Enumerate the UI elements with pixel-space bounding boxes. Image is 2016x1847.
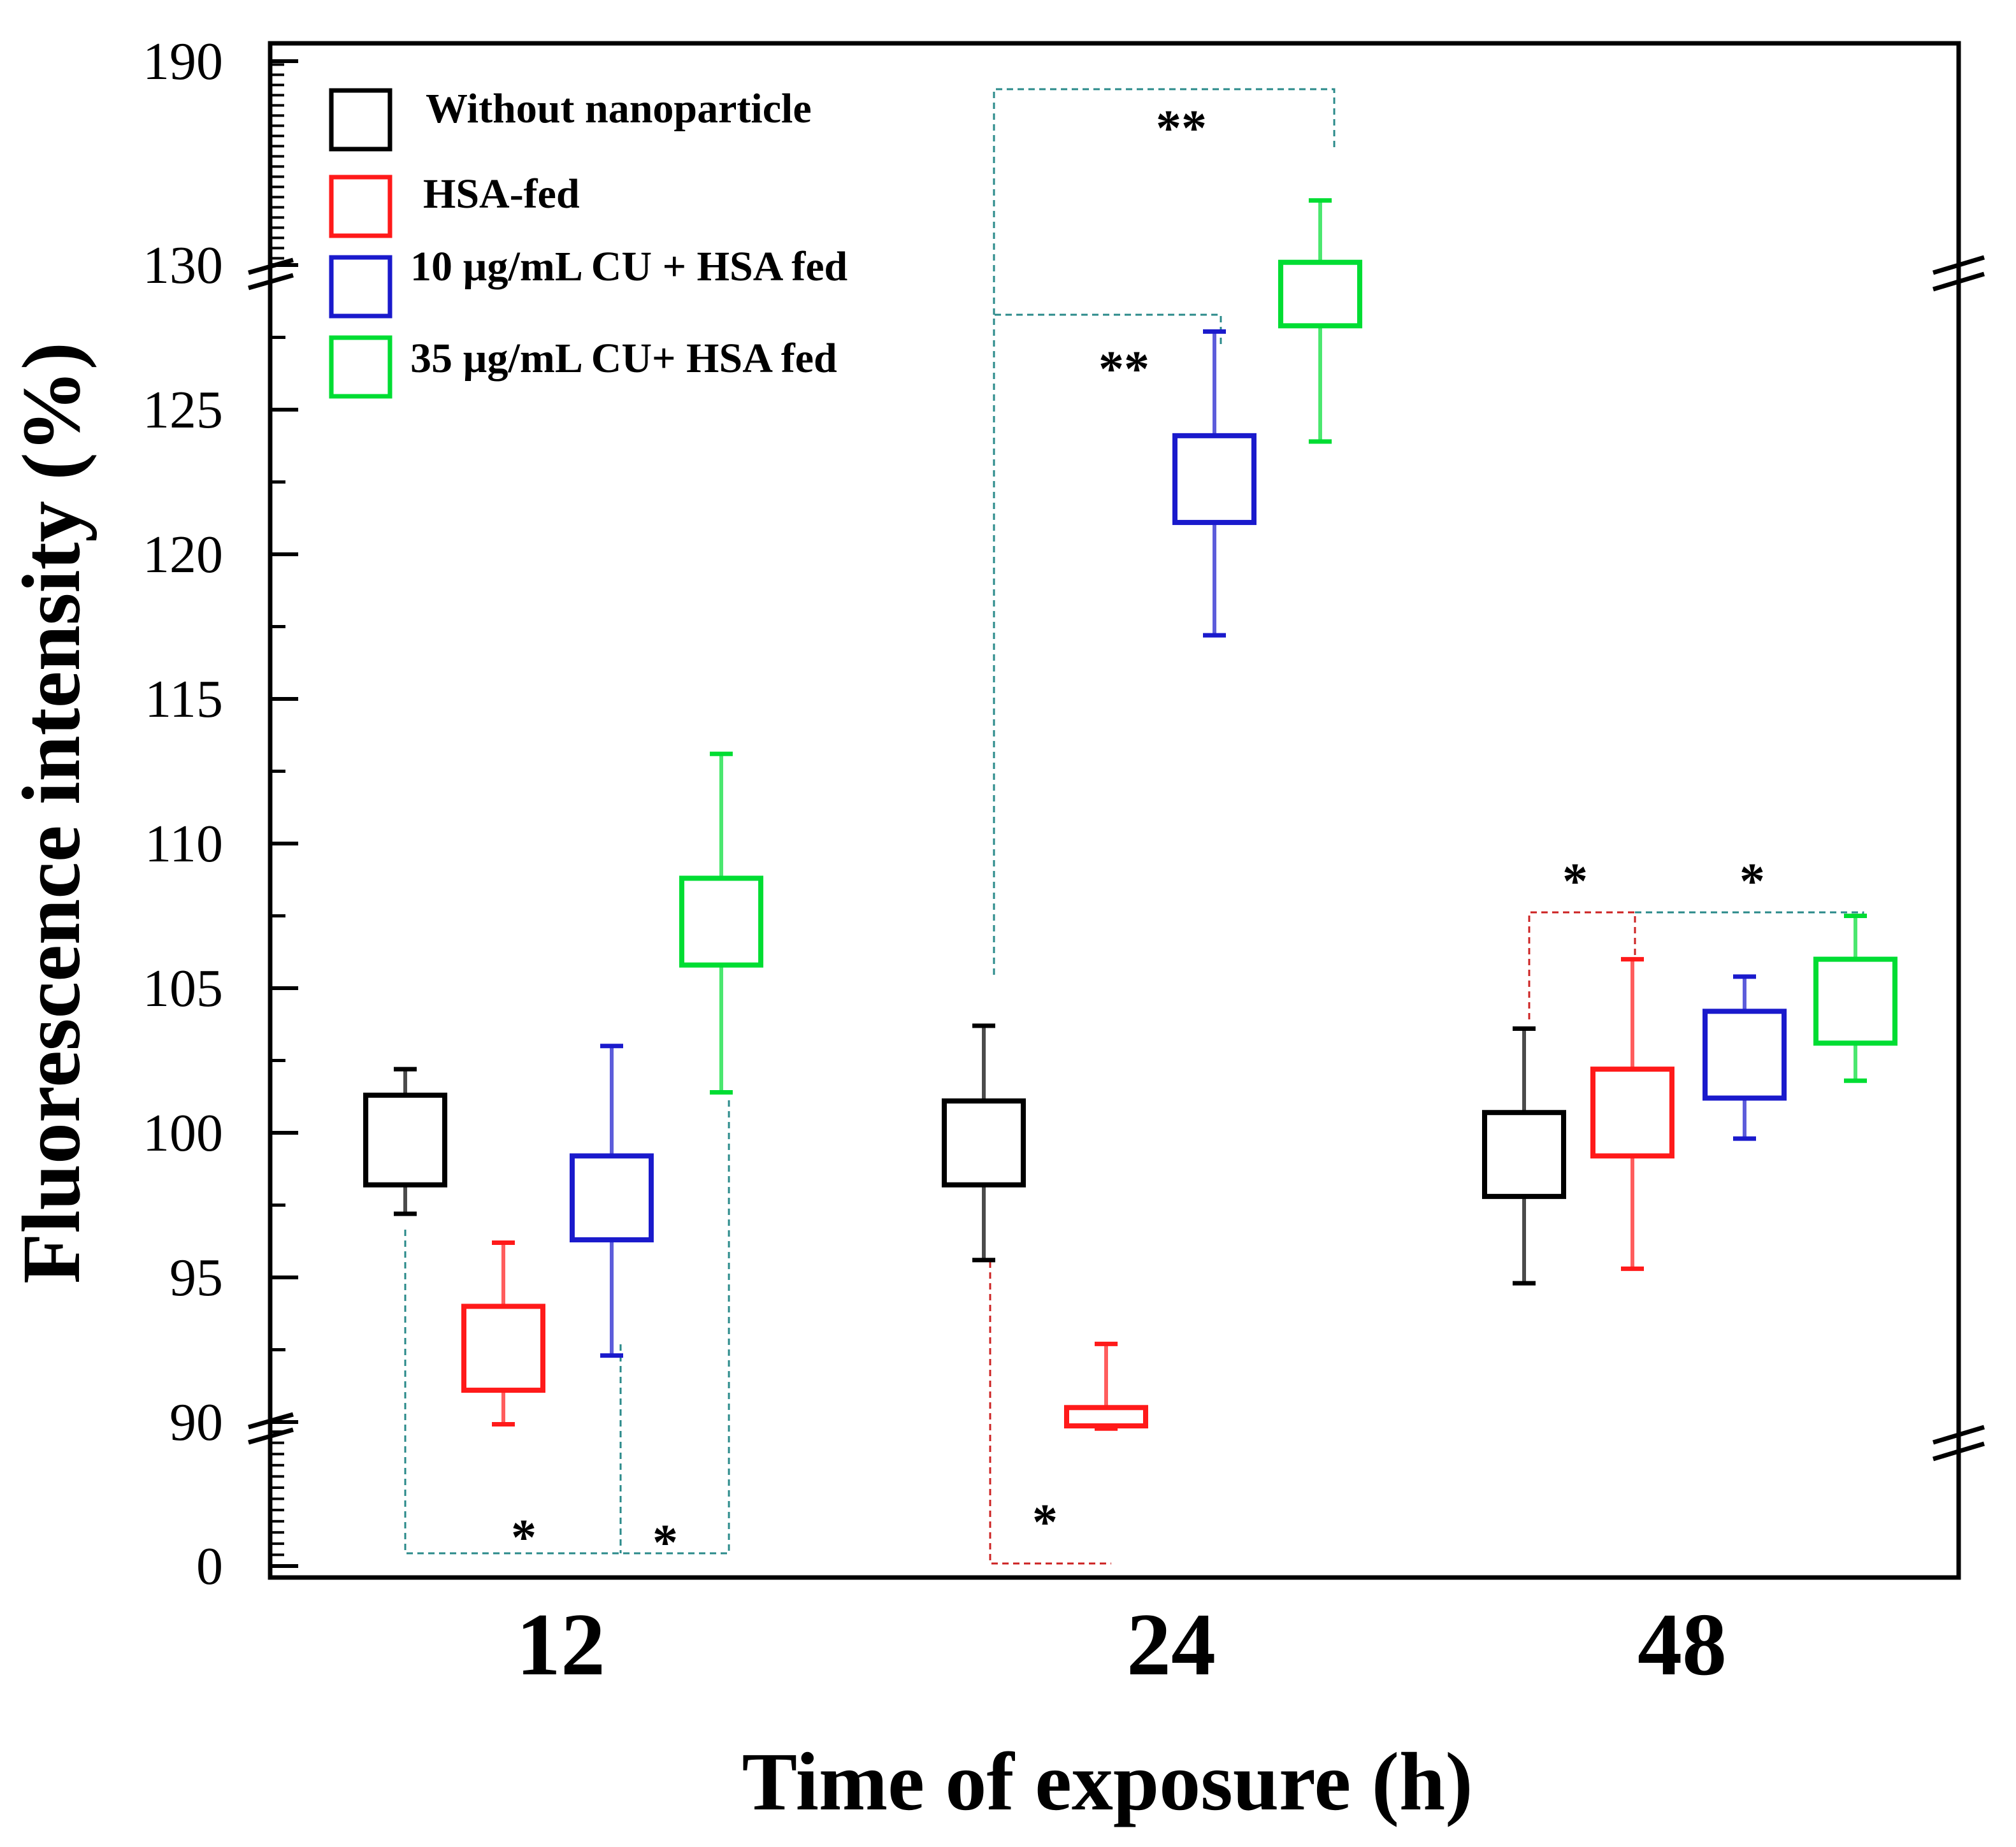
x-category-label: 12 — [516, 1595, 605, 1694]
box-rect — [461, 1304, 545, 1393]
legend-swatch-hsa-fed — [329, 175, 392, 238]
significance-brackets: * * ****** * — [404, 88, 1864, 1571]
sig-star-24h-a: ** — [1098, 341, 1149, 398]
y-tick-label: 95 — [169, 1248, 223, 1307]
sig-star-24h: * — [1032, 1495, 1058, 1551]
x-category-label: 24 — [1127, 1595, 1216, 1694]
legend-label-hsa-fed: HSA-fed — [423, 171, 580, 217]
legend-label-35ug: 35 µg/mL CU+ HSA fed — [410, 335, 837, 382]
axis-break-right-lower — [1932, 1425, 1985, 1462]
sig-star-12h-b: * — [652, 1515, 678, 1571]
box-rect — [1172, 433, 1256, 526]
y-tick-label: 90 — [169, 1393, 223, 1452]
y-axis-tick-labels: 0 90 95 100 105 110 115 120 125 130 190 — [143, 32, 223, 1596]
box-rect — [1590, 1067, 1674, 1159]
legend-label-without-nanoparticle: Without nanoparticle — [426, 85, 812, 132]
legend-swatch-10ug — [329, 255, 392, 319]
legend-label-10ug: 10 µg/mL CU + HSA fed — [410, 243, 847, 290]
plot-frame — [268, 41, 1961, 1580]
y-tick-label: 125 — [143, 380, 223, 440]
sig-bracket-12h — [404, 1096, 730, 1555]
y-axis-title: Fluorescence intensity (%) — [6, 342, 97, 1284]
box-1-48 — [1590, 957, 1674, 1271]
box-rect — [1813, 956, 1897, 1046]
sig-bracket-24h-green — [993, 88, 1336, 315]
box-1-24 — [1064, 1341, 1148, 1431]
y-tick-label: 105 — [143, 959, 223, 1018]
box-0-12 — [363, 1067, 447, 1216]
box-2-24 — [1172, 329, 1256, 638]
box-2-48 — [1703, 974, 1787, 1141]
axis-break-right-upper — [1932, 255, 1985, 292]
x-axis-category-labels: 12 24 48 — [516, 1595, 1727, 1694]
box-rect — [1278, 259, 1362, 329]
box-0-48 — [1482, 1026, 1566, 1286]
y-tick-label: 120 — [143, 525, 223, 584]
sig-bracket-48h-red — [1528, 911, 1636, 1019]
legend: Without nanoparticle HSA-fed 10 µg/mL CU… — [329, 85, 847, 399]
sig-star-48h-a: * — [1562, 854, 1588, 910]
y-tick-label: 0 — [196, 1537, 223, 1596]
y-tick-label: 115 — [145, 670, 223, 729]
box-0-24 — [942, 1023, 1026, 1263]
box-rect — [1482, 1110, 1566, 1199]
box-rect — [679, 875, 763, 968]
y-tick-label: 190 — [143, 32, 223, 91]
box-rect — [942, 1098, 1026, 1188]
box-2-12 — [570, 1044, 654, 1358]
y-tick-label: 130 — [143, 236, 223, 295]
box-3-48 — [1813, 914, 1897, 1083]
box-rect — [1703, 1009, 1787, 1101]
x-category-label: 48 — [1638, 1595, 1727, 1694]
y-tick-label: 100 — [143, 1103, 223, 1163]
y-axis-ticks — [270, 59, 298, 1568]
box-rect — [1064, 1405, 1148, 1429]
box-1-12 — [461, 1240, 545, 1427]
legend-swatch-35ug — [329, 335, 392, 399]
sig-star-12h-a: * — [511, 1510, 536, 1566]
box-3-24 — [1278, 198, 1362, 444]
sig-bracket-48h-teal — [1635, 911, 1864, 917]
sig-star-48h-b: * — [1739, 854, 1765, 910]
sig-star-24h-b: ** — [1156, 101, 1207, 157]
sig-bracket-24h-red — [989, 1261, 1111, 1565]
box-rect — [570, 1153, 654, 1242]
sig-bracket-24h-blue — [993, 313, 1222, 975]
legend-swatch-without-nanoparticle — [329, 88, 392, 152]
box-rect — [363, 1092, 447, 1188]
box-3-12 — [679, 751, 763, 1095]
x-axis-title: Time of exposure (h) — [742, 1736, 1472, 1828]
y-tick-label: 110 — [145, 814, 223, 873]
box-series — [363, 198, 1897, 1431]
